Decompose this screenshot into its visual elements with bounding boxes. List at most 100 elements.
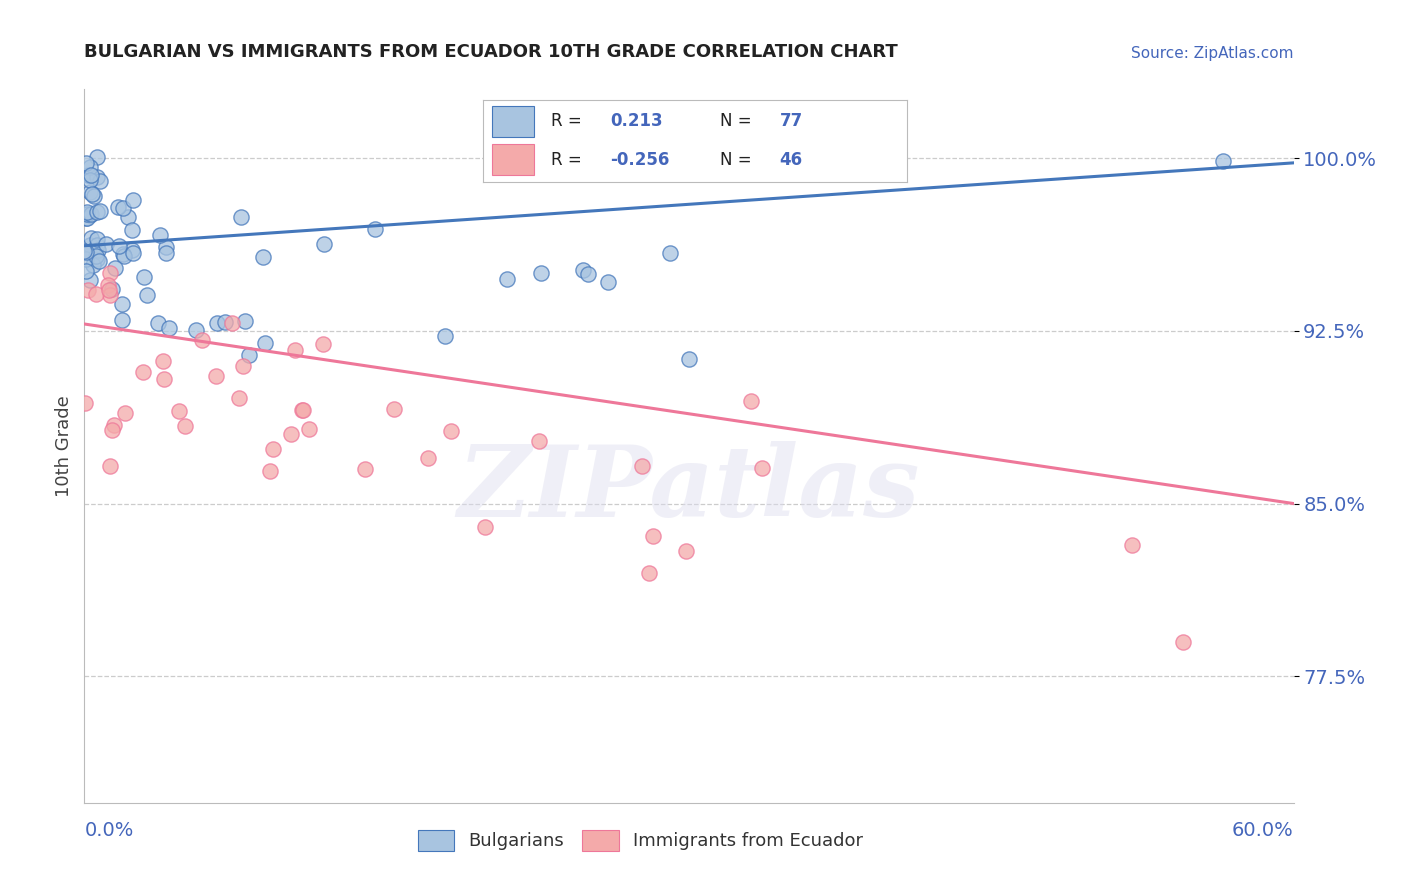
- Text: ZIPatlas: ZIPatlas: [458, 441, 920, 537]
- Point: [114, 406, 136, 420]
- Point: [79, 173, 101, 187]
- Point: [121, 243, 143, 257]
- Point: [134, 270, 156, 285]
- Point: [86, 238, 108, 252]
- Point: [76, 205, 98, 219]
- Legend: Bulgarians, Immigrants from Ecuador: Bulgarians, Immigrants from Ecuador: [411, 822, 870, 858]
- Point: [252, 250, 274, 264]
- Point: [77, 283, 100, 297]
- Point: [314, 237, 336, 252]
- Point: [740, 393, 762, 408]
- Point: [79, 160, 101, 174]
- Point: [103, 418, 125, 433]
- Point: [76, 207, 98, 221]
- Point: [363, 222, 385, 236]
- Point: [86, 169, 108, 184]
- Point: [598, 275, 620, 289]
- Point: [148, 228, 170, 243]
- Point: [254, 336, 277, 351]
- Point: [298, 421, 321, 435]
- Point: [136, 287, 159, 301]
- Point: [75, 264, 97, 278]
- Point: [79, 231, 101, 245]
- Point: [637, 566, 659, 580]
- Point: [98, 458, 121, 473]
- Point: [121, 223, 143, 237]
- Point: [148, 317, 170, 331]
- Text: Source: ZipAtlas.com: Source: ZipAtlas.com: [1130, 45, 1294, 61]
- Point: [155, 240, 177, 254]
- Point: [75, 252, 97, 267]
- Point: [79, 185, 101, 199]
- Point: [80, 187, 103, 202]
- Point: [79, 208, 101, 222]
- Point: [1212, 153, 1234, 168]
- Point: [104, 261, 127, 276]
- Point: [89, 173, 111, 187]
- Point: [643, 529, 665, 543]
- Point: [238, 348, 260, 362]
- Point: [84, 287, 107, 301]
- Point: [73, 244, 96, 259]
- Point: [117, 211, 139, 225]
- Point: [89, 204, 111, 219]
- Point: [79, 273, 101, 287]
- Point: [1121, 538, 1143, 552]
- Point: [76, 211, 98, 225]
- Point: [112, 249, 135, 263]
- Point: [280, 427, 302, 442]
- Point: [1171, 634, 1194, 648]
- Point: [416, 451, 439, 466]
- Point: [311, 337, 333, 351]
- Point: [291, 403, 314, 417]
- Point: [184, 323, 207, 337]
- Point: [98, 266, 121, 280]
- Point: [83, 189, 105, 203]
- Point: [157, 320, 180, 334]
- Point: [232, 359, 254, 373]
- Point: [84, 249, 107, 263]
- Point: [751, 460, 773, 475]
- Point: [108, 239, 131, 253]
- Point: [529, 434, 551, 449]
- Text: 60.0%: 60.0%: [1232, 822, 1294, 840]
- Point: [155, 246, 177, 260]
- Point: [291, 403, 314, 417]
- Point: [77, 169, 100, 183]
- Point: [382, 402, 405, 417]
- Point: [86, 252, 108, 266]
- Point: [205, 316, 228, 330]
- Point: [111, 202, 134, 216]
- Point: [228, 391, 250, 405]
- Point: [190, 333, 212, 347]
- Point: [259, 464, 281, 478]
- Point: [101, 423, 124, 437]
- Point: [576, 267, 599, 281]
- Point: [229, 210, 252, 224]
- Point: [221, 317, 243, 331]
- Point: [79, 207, 101, 221]
- Point: [571, 263, 593, 277]
- Point: [94, 237, 117, 252]
- Point: [86, 232, 108, 246]
- Point: [658, 246, 681, 260]
- Point: [82, 258, 104, 272]
- Point: [111, 247, 134, 261]
- Point: [121, 193, 143, 207]
- Point: [174, 418, 197, 433]
- Point: [433, 328, 456, 343]
- Point: [75, 396, 97, 410]
- Point: [75, 155, 97, 169]
- Point: [97, 283, 120, 297]
- Point: [440, 425, 463, 439]
- Point: [496, 272, 519, 286]
- Point: [80, 168, 103, 182]
- Point: [87, 253, 110, 268]
- Point: [132, 364, 155, 378]
- Point: [111, 297, 134, 311]
- Text: BULGARIAN VS IMMIGRANTS FROM ECUADOR 10TH GRADE CORRELATION CHART: BULGARIAN VS IMMIGRANTS FROM ECUADOR 10T…: [84, 43, 898, 61]
- Point: [79, 238, 101, 252]
- Point: [214, 315, 236, 329]
- Point: [233, 314, 256, 328]
- Text: 0.0%: 0.0%: [84, 822, 134, 840]
